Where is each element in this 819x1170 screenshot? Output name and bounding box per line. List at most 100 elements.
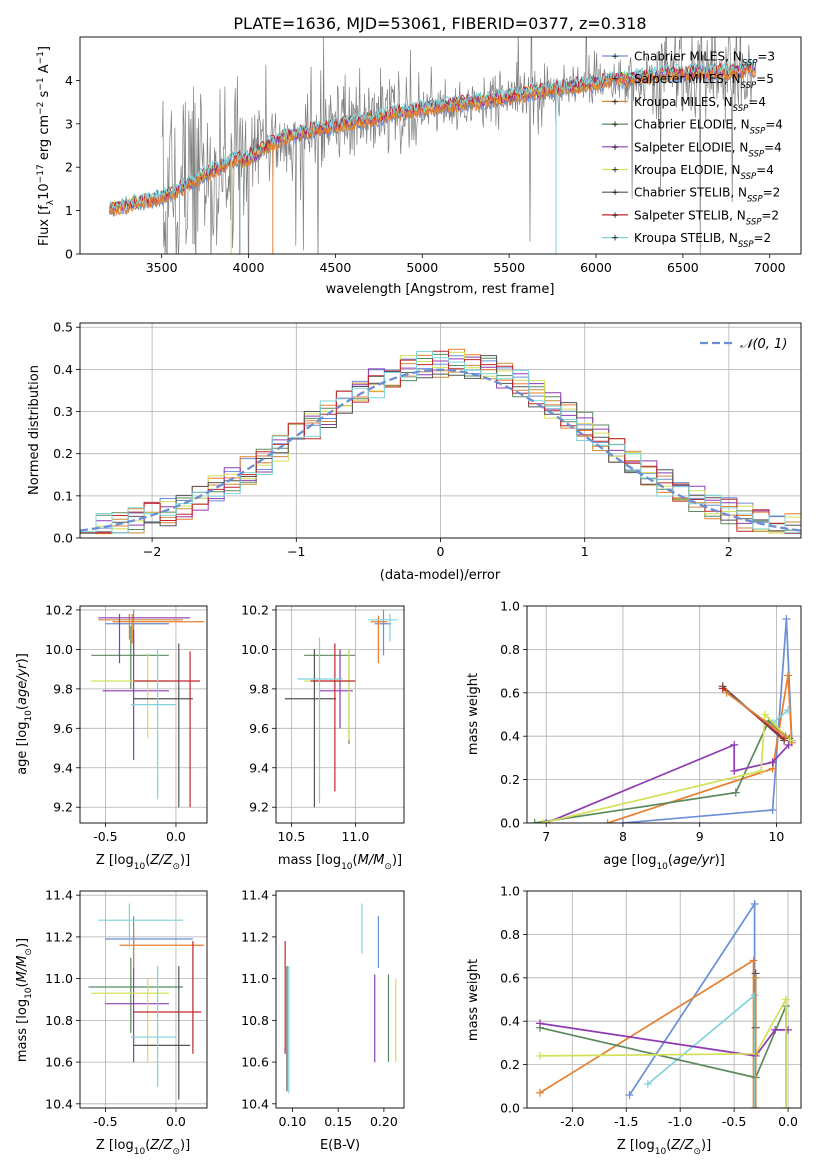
- y-tick-label: 11.4: [45, 888, 73, 903]
- plot-area: [109, 37, 757, 254]
- label-part: age [log: [15, 722, 30, 775]
- label-part: 10: [134, 1147, 146, 1157]
- label-part: Z/Z: [670, 1138, 694, 1153]
- plot-area: [284, 903, 397, 1094]
- residual-histogram-7: [80, 350, 801, 534]
- gaussian-curve: [80, 368, 801, 532]
- model-spectrum-7: [109, 61, 757, 209]
- y-tick-label: 11.2: [45, 929, 73, 944]
- label-part: 10: [656, 862, 668, 872]
- legend-sub: SSP: [738, 240, 754, 250]
- y-tick-label: 0.6: [500, 970, 520, 985]
- label-part: λ: [46, 199, 56, 205]
- y-tick-label: 3: [65, 116, 73, 131]
- label-part: (: [666, 1138, 671, 1153]
- weight-marker-2: [783, 706, 792, 715]
- label-part: Z/Z: [149, 1138, 173, 1153]
- weight-marker-5: [781, 1104, 790, 1108]
- model-spectrum-8: [109, 58, 757, 210]
- label-part: M/M: [358, 853, 385, 868]
- weight-marker-4: [542, 819, 551, 823]
- gauss-legend-label: 𝒩(0, 1): [740, 337, 787, 352]
- weight-marker-5: [757, 766, 766, 775]
- legend-tail: =2: [763, 186, 781, 200]
- x-axis-label: (data-model)/error: [380, 568, 501, 583]
- y-tick-label: 10.2: [241, 602, 269, 617]
- legend-tail: =4: [756, 163, 774, 177]
- weight-marker-7: [751, 1104, 760, 1108]
- label-part: −1: [36, 51, 46, 64]
- legend-marker: +: [611, 211, 619, 221]
- x-tick-label: 2: [725, 544, 733, 559]
- y-tick-label: 10.0: [241, 642, 269, 657]
- axes-frame: [275, 605, 405, 824]
- x-axis-label: Z [log10(Z/Z⊙)]: [617, 1138, 711, 1157]
- panel-mass_vs_ebv: 0.10 0.15 0.20 10.4 10.6 10.8 11.0 11.2 11.4 E(B-…: [241, 888, 405, 1153]
- x-axis-label: Z [log10(Z/Z⊙)]: [96, 853, 190, 872]
- weight-marker-5: [535, 1051, 544, 1060]
- y-tick-label: 10.8: [45, 1013, 73, 1028]
- y-tick-label: 0.2: [53, 446, 73, 461]
- y-tick-label: 11.0: [241, 971, 269, 986]
- label-part: s: [37, 90, 52, 101]
- x-tick-label: 5500: [493, 260, 525, 275]
- weight-marker-0: [782, 615, 791, 624]
- weight-line-2: [647, 993, 756, 1108]
- legend-label: Kroupa STELIB, N: [634, 231, 738, 245]
- legend-label: Kroupa MILES, N: [634, 95, 733, 109]
- legend-label: Salpeter STELIB, N: [634, 208, 746, 222]
- legend-marker: +: [611, 52, 619, 62]
- weight-marker-4: [771, 1025, 780, 1034]
- label-part: age/yr: [673, 853, 716, 868]
- weight-marker-2: [750, 991, 759, 1000]
- axes-frame: [526, 890, 802, 1109]
- x-tick-label: 0.0: [166, 1114, 186, 1129]
- y-tick-label: 11.0: [45, 971, 73, 986]
- legend-label: Chabrier ELODIE, N: [634, 118, 750, 132]
- plot-area: [276, 606, 404, 823]
- weight-marker-0: [768, 805, 777, 814]
- x-tick-label: -1.0: [668, 1114, 692, 1129]
- weight-line-5: [539, 996, 787, 1108]
- legend-entry: Kroupa MILES, NSSP=4: [634, 95, 766, 114]
- legend-marker: +: [611, 234, 619, 244]
- plot-area: [80, 606, 207, 823]
- legend-sub: SSP: [741, 81, 757, 91]
- legend-entry: Chabrier STELIB, NSSP=2: [634, 186, 780, 205]
- weight-line-8: [726, 692, 787, 737]
- axes-frame: [79, 322, 802, 539]
- residual-histogram-5: [80, 351, 801, 534]
- weight-marker-2: [750, 1104, 759, 1108]
- legend-marker: +: [611, 75, 619, 85]
- weight-marker-1: [535, 1088, 544, 1097]
- y-tick-label: 2: [65, 160, 73, 175]
- label-part: (: [15, 705, 30, 710]
- y-tick-label: 10.4: [45, 1096, 73, 1111]
- label-part: A: [37, 64, 52, 77]
- y-tick-label: 10.0: [45, 642, 73, 657]
- y-axis-label: mass weight: [466, 959, 481, 1041]
- legend-label: Chabrier MILES, N: [634, 50, 742, 64]
- panel-spectrum: 3500 4000 4500 5000 5500 6000 6500 7000 0 1 2 3 4 + Ch…: [36, 36, 802, 297]
- weight-marker-7: [751, 973, 760, 982]
- legend-entry: Salpeter STELIB, NSSP=2: [634, 208, 779, 227]
- y-tick-label: 9.6: [249, 721, 269, 736]
- y-axis-label: mass [log10(M/M⊙)]: [15, 938, 34, 1062]
- x-tick-label: −1: [287, 544, 305, 559]
- x-tick-label: 8: [619, 829, 627, 844]
- weight-line-2: [772, 709, 789, 724]
- weight-marker-5: [760, 710, 769, 719]
- x-tick-label: 6000: [580, 260, 612, 275]
- weight-marker-1: [749, 956, 758, 965]
- axes-frame: [275, 890, 405, 1109]
- weight-line-4: [539, 1022, 789, 1057]
- legend-label: Chabrier STELIB, N: [634, 186, 747, 200]
- legend-label: Salpeter ELODIE, N: [634, 140, 748, 154]
- weight-line-5: [542, 712, 791, 823]
- x-tick-label: 4000: [233, 260, 265, 275]
- x-tick-label: 0: [437, 544, 445, 559]
- y-tick-label: 0.4: [53, 362, 73, 377]
- weight-marker-2: [643, 1080, 652, 1089]
- label-part: age [log: [603, 853, 656, 868]
